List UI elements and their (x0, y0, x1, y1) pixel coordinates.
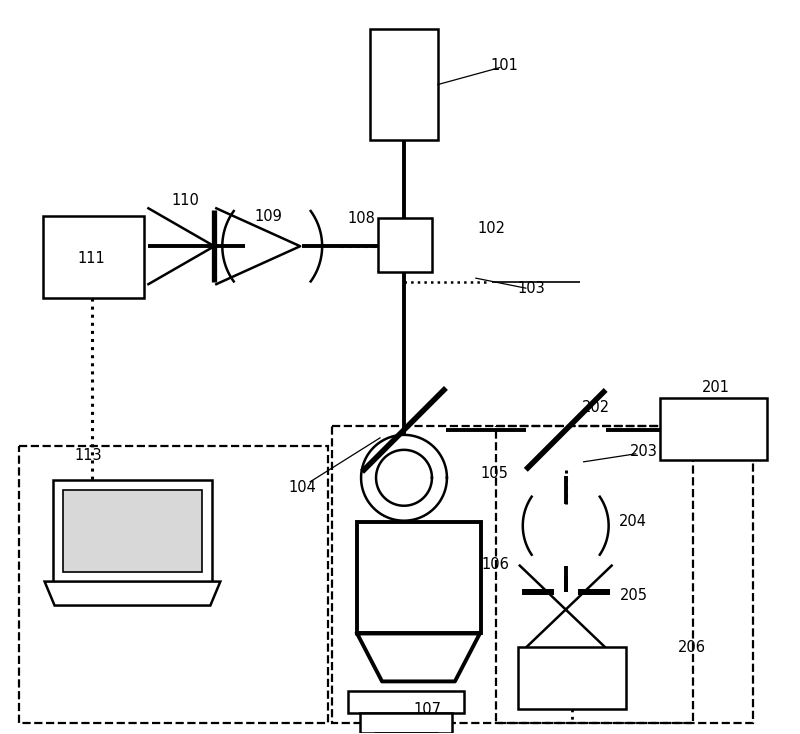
Bar (378, 218, 432, 272)
Text: 103: 103 (518, 280, 546, 296)
Text: 109: 109 (254, 208, 282, 224)
Text: 206: 206 (678, 640, 706, 655)
Text: 113: 113 (74, 448, 102, 463)
Text: 107: 107 (413, 702, 441, 717)
Text: 203: 203 (630, 444, 658, 459)
Bar (370, 29, 438, 140)
Bar (18, 446, 328, 723)
Text: 108: 108 (347, 211, 375, 226)
Bar (332, 426, 694, 723)
Bar (659, 398, 767, 459)
Bar (357, 522, 481, 633)
Bar (348, 691, 464, 713)
Bar (42, 217, 145, 298)
Text: 202: 202 (582, 401, 610, 415)
Bar (62, 490, 202, 572)
Bar (496, 426, 754, 723)
Text: 106: 106 (482, 557, 510, 572)
Text: 102: 102 (478, 221, 506, 236)
Text: 105: 105 (481, 466, 509, 482)
Text: 104: 104 (288, 480, 316, 495)
Text: 204: 204 (618, 515, 646, 529)
Text: 101: 101 (491, 58, 518, 73)
Text: 201: 201 (702, 380, 730, 396)
Text: 205: 205 (619, 588, 647, 603)
Text: 111: 111 (78, 251, 106, 266)
Polygon shape (45, 581, 220, 606)
Text: 110: 110 (171, 193, 199, 208)
Bar (360, 713, 452, 733)
Bar (53, 480, 212, 581)
Bar (518, 647, 626, 709)
